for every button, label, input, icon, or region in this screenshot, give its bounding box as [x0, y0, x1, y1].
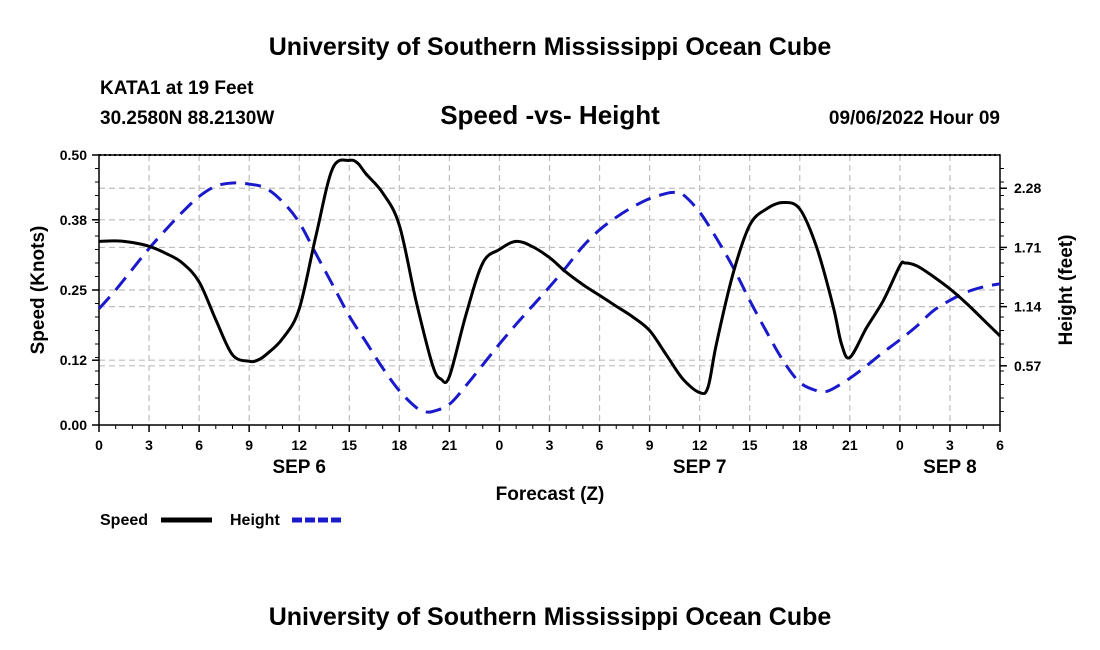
legend: Speed Height [100, 512, 343, 529]
x-tick-label: 3 [145, 437, 153, 453]
x-tick-label: 18 [392, 437, 408, 453]
speed-series-line [98, 158, 1002, 396]
y-tick-label: 0.50 [60, 147, 87, 163]
date-label: SEP 6 [272, 457, 326, 478]
x-tick-label: 12 [291, 437, 307, 453]
x-tick-label: 21 [442, 437, 458, 453]
x-tick-label: 3 [946, 437, 954, 453]
x-tick-label: 12 [692, 437, 708, 453]
y2-tick-label: 0.57 [1014, 358, 1041, 374]
y2-tick-label: 2.28 [1014, 180, 1041, 196]
x-tick-label: 0 [95, 437, 103, 453]
x-axis-ticks: 0 3 6 9 12 15 18 21 0 3 6 9 12 15 18 21 0 3 6 [95, 425, 1004, 453]
main-title: University of Southern Mississippi Ocean… [269, 33, 832, 61]
y-axis-label: Speed (Knots) [28, 226, 49, 355]
x-axis-label: Forecast (Z) [496, 484, 605, 505]
y-axis-ticks: 0.00 0.12 0.25 0.38 0.50 [60, 147, 99, 433]
y-tick-label: 0.12 [60, 352, 87, 368]
date-label: SEP 7 [673, 457, 727, 478]
x-tick-label: 0 [896, 437, 904, 453]
x-tick-label: 21 [842, 437, 858, 453]
x-tick-label: 18 [792, 437, 808, 453]
y2-axis-ticks: 0.57 1.14 1.71 2.28 [1000, 168, 1041, 412]
x-tick-label: 9 [245, 437, 253, 453]
y-tick-label: 0.38 [60, 212, 87, 228]
x-tick-label: 6 [596, 437, 604, 453]
y2-axis-label: Height (feet) [1056, 235, 1077, 346]
x-tick-label: 3 [546, 437, 554, 453]
y-tick-label: 0.25 [60, 282, 87, 298]
x-tick-label: 0 [496, 437, 504, 453]
x-tick-label: 6 [996, 437, 1004, 453]
gridlines [99, 155, 1000, 425]
x-tick-label: 9 [646, 437, 654, 453]
coordinates-label: 30.2580N 88.2130W [100, 108, 274, 129]
y-tick-label: 0.00 [60, 417, 87, 433]
station-label: KATA1 at 19 Feet [100, 78, 254, 99]
x-tick-label: 6 [195, 437, 203, 453]
date-labels: SEP 6 SEP 7 SEP 8 [272, 457, 976, 478]
height-series-line [97, 181, 1001, 414]
footer-title: University of Southern Mississippi Ocean… [269, 603, 832, 631]
y2-tick-label: 1.14 [1014, 299, 1041, 315]
datetime-label: 09/06/2022 Hour 09 [829, 108, 1000, 129]
x-tick-label: 15 [341, 437, 357, 453]
legend-speed-label: Speed [100, 512, 148, 529]
y2-tick-label: 1.71 [1014, 239, 1041, 255]
chart-title: Speed -vs- Height [440, 100, 660, 130]
date-label: SEP 8 [923, 457, 977, 478]
legend-height-label: Height [230, 512, 280, 529]
x-tick-label: 15 [742, 437, 758, 453]
